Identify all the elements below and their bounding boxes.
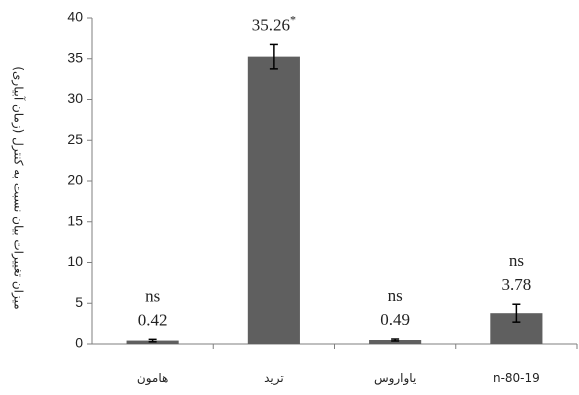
error-bar xyxy=(512,303,521,323)
category-label: یاواروس xyxy=(374,371,416,386)
value-label: 0.49 xyxy=(380,310,410,329)
y-axis-label-group: میزان تغییرات بیان نسبت به کنترل (زمان آ… xyxy=(11,66,27,309)
y-tick-label: 20 xyxy=(67,172,83,188)
value-label: 3.78 xyxy=(502,275,532,294)
x-axis-ticks xyxy=(212,344,578,349)
y-axis-label: میزان تغییرات بیان نسبت به کنترل (زمان آ… xyxy=(11,66,27,309)
y-tick-label: 35 xyxy=(67,49,83,65)
bars: 0.42 ns 35.26* 0.49 ns 3.78 ns xyxy=(126,12,543,344)
y-tick-label: 30 xyxy=(67,90,83,106)
value-label: 0.42 xyxy=(138,310,168,329)
y-axis-ticks: 0 5 10 15 20 25 30 35 40 xyxy=(67,9,92,351)
category-label: n-80-19 xyxy=(493,371,540,385)
y-tick-label: 15 xyxy=(67,212,83,228)
bar xyxy=(247,56,300,344)
y-tick-label: 5 xyxy=(75,294,83,310)
category-label: ترید xyxy=(264,371,284,386)
category-label: هامون xyxy=(137,371,168,386)
error-bar xyxy=(391,338,400,342)
significance-label: ns xyxy=(145,286,160,305)
significance-label: ns xyxy=(509,251,524,270)
category-labels: هامون ترید یاواروس n-80-19 xyxy=(137,371,540,386)
error-bar xyxy=(269,43,278,70)
y-tick-label: 10 xyxy=(67,253,83,269)
y-tick-label: 25 xyxy=(67,131,83,147)
value-label: 35.26* xyxy=(252,12,296,34)
significance-star: * xyxy=(290,12,296,26)
error-bar xyxy=(148,338,157,343)
y-tick-label: 40 xyxy=(67,9,83,25)
y-tick-label: 0 xyxy=(75,335,83,351)
significance-label: ns xyxy=(388,286,403,305)
bar xyxy=(369,340,422,344)
